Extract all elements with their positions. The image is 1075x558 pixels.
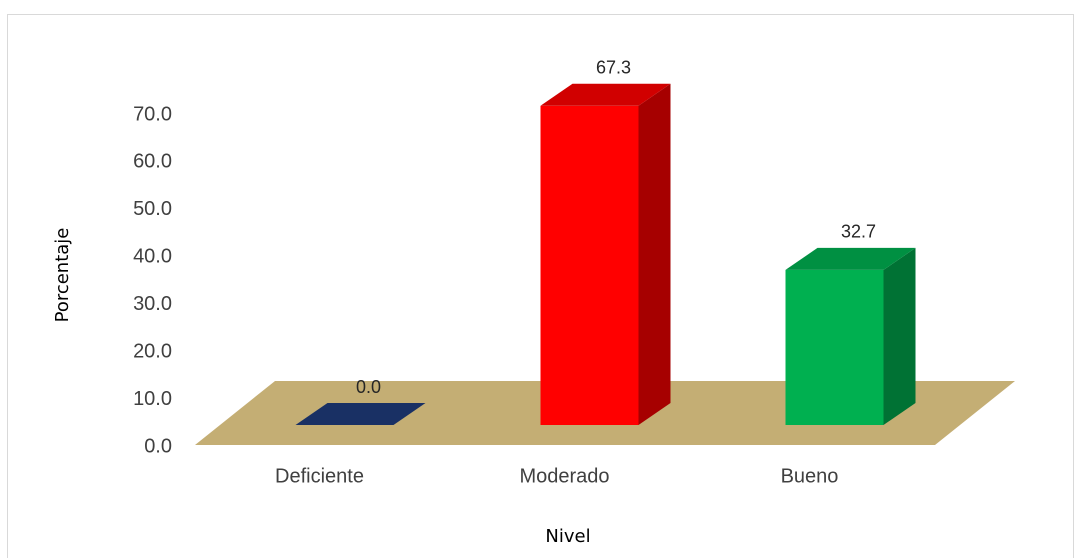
chart-border <box>7 14 1074 558</box>
bar-side <box>883 247 916 425</box>
x-tick-label: Bueno <box>781 465 839 487</box>
x-tick-label: Moderado <box>519 465 609 487</box>
y-tick-label: 40.0 <box>133 246 172 268</box>
y-tick-label: 60.0 <box>133 151 172 173</box>
y-tick-label: 30.0 <box>133 293 172 315</box>
y-axis-label: Porcentaje <box>52 228 73 323</box>
bar-group <box>785 247 916 425</box>
y-tick-label: 20.0 <box>133 340 172 362</box>
bar-group <box>295 403 426 425</box>
bar-group <box>540 83 671 425</box>
value-label: 67.3 <box>596 58 631 78</box>
y-tick-label: 70.0 <box>133 103 172 125</box>
bar-top <box>295 403 426 425</box>
x-axis-label: Nivel <box>545 526 590 547</box>
y-tick-label: 10.0 <box>133 388 172 410</box>
bar <box>540 105 639 425</box>
bar-side <box>638 83 671 425</box>
value-label: 0.0 <box>356 377 381 397</box>
bar-top <box>540 83 671 106</box>
x-tick-label: Deficiente <box>275 465 364 487</box>
value-label: 32.7 <box>841 222 876 242</box>
y-tick-label: 50.0 <box>133 198 172 220</box>
bar-top <box>785 247 916 270</box>
y-tick-label: 0.0 <box>144 435 172 457</box>
bar <box>785 269 884 425</box>
